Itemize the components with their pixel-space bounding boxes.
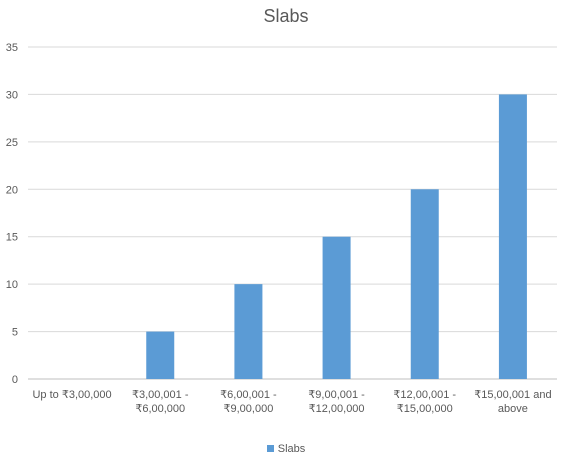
x-tick-label: ₹15,00,001 and — [474, 389, 551, 401]
bar — [234, 284, 263, 379]
y-tick-label: 0 — [12, 374, 18, 386]
x-tick-label: Up to ₹3,00,000 — [32, 389, 111, 401]
bar — [322, 236, 351, 379]
bar — [146, 331, 175, 379]
y-tick-label: 15 — [6, 232, 18, 244]
bar — [410, 189, 439, 379]
legend-label: Slabs — [277, 443, 306, 455]
x-tick-label: ₹9,00,001 - — [308, 389, 365, 401]
y-tick-label: 10 — [6, 279, 18, 291]
x-tick-label: ₹12,00,001 - — [393, 389, 456, 401]
bar — [498, 94, 527, 379]
x-tick-label: ₹12,00,000 — [309, 403, 365, 415]
legend: Slabs — [0, 443, 572, 455]
x-tick-label: ₹6,00,001 - — [220, 389, 277, 401]
y-tick-label: 20 — [6, 184, 18, 196]
x-tick-label: ₹9,00,000 — [224, 403, 274, 415]
x-tick-label: ₹15,00,000 — [397, 403, 453, 415]
y-tick-label: 5 — [12, 327, 18, 339]
y-tick-label: 30 — [6, 89, 18, 101]
chart-title: Slabs — [263, 6, 309, 26]
y-tick-label: 35 — [6, 42, 18, 54]
x-tick-label: ₹3,00,001 - — [132, 389, 189, 401]
legend-swatch — [266, 445, 274, 452]
x-tick-label: ₹6,00,000 — [135, 403, 185, 415]
y-tick-label: 25 — [6, 137, 18, 149]
x-tick-label: above — [498, 403, 528, 415]
